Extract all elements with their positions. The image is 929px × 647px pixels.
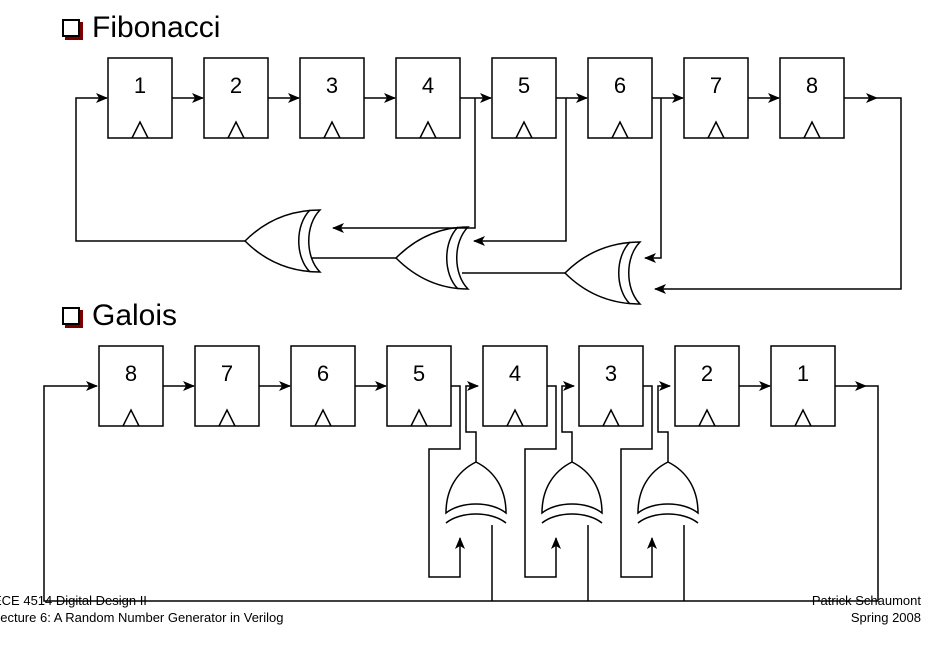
galois-register-label-2: 2 xyxy=(701,361,713,386)
galois-register-label-1: 1 xyxy=(797,361,809,386)
galois-clock-icon-7 xyxy=(218,408,236,427)
footer-lecture-title: Lecture 6: A Random Number Generator in … xyxy=(0,610,284,625)
galois-register-label-6: 6 xyxy=(317,361,329,386)
fib-clock-icon-4 xyxy=(419,120,437,139)
footer-course: ECE 4514 Digital Design II Lecture 6: A … xyxy=(0,592,284,626)
fib-clock-icon-5 xyxy=(515,120,533,139)
galois-register-8 xyxy=(98,345,164,427)
fib-register-label-8: 8 xyxy=(806,73,818,98)
galois-clock-icon-4 xyxy=(506,408,524,427)
fib-clock-icon-8 xyxy=(803,120,821,139)
galois-register-2 xyxy=(674,345,740,427)
galois-register-label-3: 3 xyxy=(605,361,617,386)
galois-clock-icon-3 xyxy=(602,408,620,427)
fib-register-4 xyxy=(395,57,461,139)
fib-register-label-4: 4 xyxy=(422,73,434,98)
fib-register-3 xyxy=(299,57,365,139)
galois-clock-icon-2 xyxy=(698,408,716,427)
galois-register-5 xyxy=(386,345,452,427)
footer-course-title: ECE 4514 Digital Design II xyxy=(0,593,147,608)
galois-register-1 xyxy=(770,345,836,427)
fib-clock-icon-7 xyxy=(707,120,725,139)
fibonacci-heading: Fibonacci xyxy=(62,13,220,43)
fib-register-label-1: 1 xyxy=(134,73,146,98)
fib-clock-icon-2 xyxy=(227,120,245,139)
fib-clock-icon-3 xyxy=(323,120,341,139)
galois-clock-icon-6 xyxy=(314,408,332,427)
fib-clock-icon-1 xyxy=(131,120,149,139)
fib-register-label-5: 5 xyxy=(518,73,530,98)
fibonacci-title: Fibonacci xyxy=(92,11,221,44)
galois-register-4 xyxy=(482,345,548,427)
galois-register-label-5: 5 xyxy=(413,361,425,386)
bullet-icon xyxy=(62,19,80,37)
fib-register-8 xyxy=(779,57,845,139)
footer-author: Patrick Schaumont Spring 2008 xyxy=(812,592,921,626)
galois-clock-icon-5 xyxy=(410,408,428,427)
fib-register-5 xyxy=(491,57,557,139)
fib-register-2 xyxy=(203,57,269,139)
galois-clock-icon-1 xyxy=(794,408,812,427)
galois-register-6 xyxy=(290,345,356,427)
galois-register-label-8: 8 xyxy=(125,361,137,386)
footer-author-name: Patrick Schaumont xyxy=(811,593,921,608)
galois-register-7 xyxy=(194,345,260,427)
fib-clock-icon-6 xyxy=(611,120,629,139)
galois-register-3 xyxy=(578,345,644,427)
fib-register-1 xyxy=(107,57,173,139)
footer-term: Spring 2008 xyxy=(850,610,921,625)
fib-register-label-6: 6 xyxy=(614,73,626,98)
fib-register-label-7: 7 xyxy=(710,73,722,98)
galois-heading: Galois xyxy=(62,301,177,331)
fib-register-label-2: 2 xyxy=(230,73,242,98)
fib-register-6 xyxy=(587,57,653,139)
galois-register-label-4: 4 xyxy=(509,361,521,386)
fib-register-label-3: 3 xyxy=(326,73,338,98)
galois-register-label-7: 7 xyxy=(221,361,233,386)
fib-register-7 xyxy=(683,57,749,139)
galois-title: Galois xyxy=(92,299,178,332)
galois-clock-icon-8 xyxy=(122,408,140,427)
bullet-icon xyxy=(62,307,80,325)
